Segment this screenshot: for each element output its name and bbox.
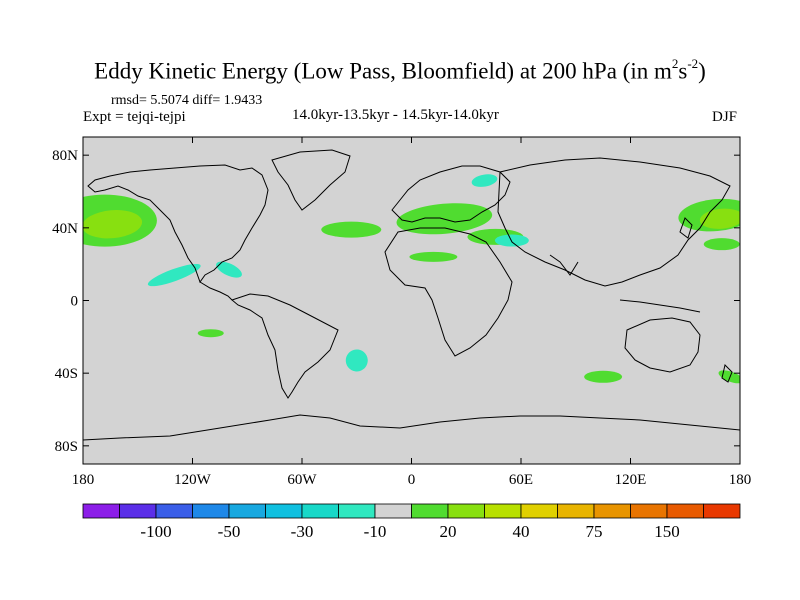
region-mexico-gulf-neg [216, 261, 242, 278]
chart-title-close: ) [698, 58, 706, 84]
colorbar-swatch [374, 503, 412, 519]
colorbar-swatch [82, 503, 120, 519]
region-north-africa [409, 251, 458, 262]
region-north-atlantic [321, 221, 382, 238]
africa-coast [384, 227, 513, 357]
x-tick-label: 120E [615, 472, 647, 488]
colorbar-swatch [338, 503, 376, 519]
asia-coast [497, 157, 731, 287]
south-america-coast [230, 293, 339, 399]
colorbar-swatch [228, 503, 266, 519]
region-north-pacific-east-core [83, 210, 143, 239]
region-barents-neg [471, 174, 498, 187]
north-america-coast [87, 164, 269, 284]
x-tick-label: 0 [408, 472, 416, 488]
colorbar-swatch [447, 503, 485, 519]
antarctica-coast [83, 414, 740, 441]
coastlines [83, 149, 740, 441]
rmsd-label: rmsd= 5.5074 diff= 1.9433 [111, 93, 263, 108]
colorbar-swatch [557, 503, 595, 519]
india-coast [549, 254, 579, 276]
chart-title-main: Eddy Kinetic Energy (Low Pass, Bloomfiel… [94, 58, 672, 84]
x-tick-label: 180 [729, 472, 752, 488]
axis-ticks: 180 120W 60W 0 60E 120E 180 80N 40N 0 40S 80S [52, 137, 751, 488]
colorbar-swatch [484, 503, 522, 519]
y-tick-label: 0 [71, 294, 79, 310]
region-south-pacific [197, 329, 224, 338]
japan-coast [679, 217, 693, 239]
colorbar: -100 -50 -30 -10 20 40 75 150 [82, 503, 741, 541]
expt-label: Expt = tejqi-tejpi [83, 109, 186, 125]
chart-title: Eddy Kinetic Energy (Low Pass, Bloomfiel… [0, 56, 800, 85]
colorbar-label: -100 [140, 522, 171, 541]
region-south-indian [584, 370, 623, 383]
colorbar-swatch [703, 503, 741, 519]
region-nw-pacific-low [703, 238, 740, 251]
australia-coast [624, 317, 701, 373]
map-background [83, 137, 740, 464]
colorbar-swatch [192, 503, 230, 519]
colorbar-label: -10 [364, 522, 387, 541]
colorbar-swatch [155, 503, 193, 519]
colorbar-swatch [630, 503, 668, 519]
colorbar-label: 40 [513, 522, 530, 541]
region-east-asia-neg [494, 234, 529, 247]
y-tick-label: 40S [55, 366, 78, 382]
colorbar-swatch [411, 503, 449, 519]
europe-coast [391, 165, 511, 223]
colorbar-label: -30 [291, 522, 314, 541]
chart-title-exp2: -2 [687, 56, 699, 71]
season-label: DJF [712, 109, 738, 125]
colorbar-label: 150 [654, 522, 680, 541]
region-south-atlantic-neg [345, 349, 368, 372]
chart-title-s: s [678, 58, 688, 84]
chart-title-exp1: 2 [671, 56, 679, 71]
colorbar-swatch [265, 503, 303, 519]
x-tick-label: 120W [174, 472, 212, 488]
y-tick-label: 80N [52, 148, 78, 164]
colorbar-swatch [520, 503, 558, 519]
region-east-pacific-neg [147, 263, 201, 287]
colorbar-label: 20 [440, 522, 457, 541]
colorbar-label: 75 [586, 522, 603, 541]
contour-regions [83, 174, 740, 384]
colorbar-label: -50 [218, 522, 241, 541]
colorbar-swatch [119, 503, 157, 519]
region-north-pacific-west-core [699, 208, 740, 229]
y-tick-label: 80S [55, 439, 78, 455]
colorbar-swatch [301, 503, 339, 519]
x-tick-label: 60E [509, 472, 533, 488]
new-zealand-coast [721, 364, 733, 383]
greenland-coast [271, 149, 351, 211]
indonesia-coast [619, 299, 701, 313]
colorbar-swatch [593, 503, 631, 519]
central-america-coast [199, 281, 233, 301]
period-label: 14.0kyr-13.5kyr - 14.5kyr-14.0kyr [292, 107, 499, 123]
x-tick-label: 180 [72, 472, 95, 488]
region-south-west-pacific [718, 370, 740, 384]
colorbar-swatch [666, 503, 704, 519]
x-tick-label: 60W [287, 472, 317, 488]
y-tick-label: 40N [52, 221, 78, 237]
